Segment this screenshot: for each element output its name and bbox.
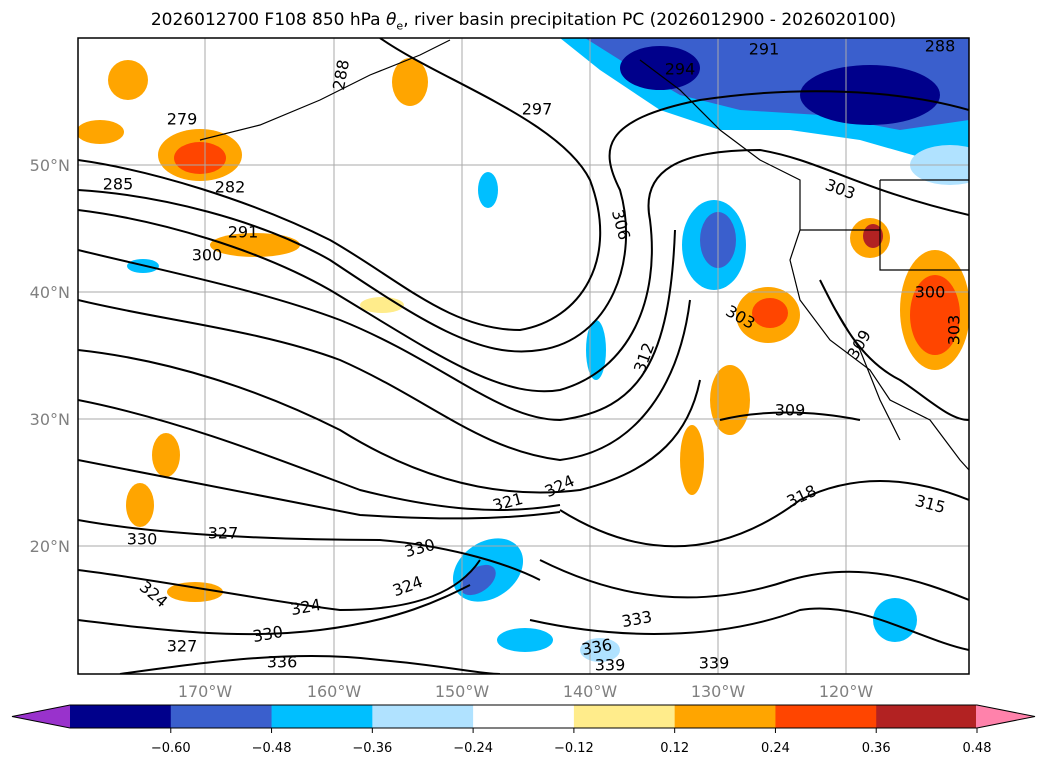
contour-label: 324 xyxy=(542,471,578,501)
contour-label: 330 xyxy=(251,622,284,646)
colorbar-segment xyxy=(170,705,273,728)
contour-label: 333 xyxy=(620,607,653,631)
shade-blue-145w xyxy=(586,320,606,380)
contour-label: 288 xyxy=(925,37,956,56)
colorbar-segment xyxy=(573,705,676,728)
contour-label: 291 xyxy=(749,40,780,59)
colorbar-tick-label: −0.24 xyxy=(453,741,493,756)
contour-label: 285 xyxy=(103,175,134,194)
shade-blue-sub2 xyxy=(497,628,553,652)
contour-label: 330 xyxy=(403,535,437,561)
shade-orange-w3 xyxy=(167,582,223,602)
colorbar-tick-label: 0.36 xyxy=(862,741,891,756)
x-tick-label: 120°W xyxy=(819,682,874,701)
shading xyxy=(78,38,969,662)
contours xyxy=(78,38,969,674)
contour-label: 282 xyxy=(215,178,246,197)
y-tick-label: 50°N xyxy=(30,156,70,175)
x-tick-label: 160°W xyxy=(307,682,362,701)
x-tick-labels: 170°W 160°W 150°W 140°W 130°W 120°W xyxy=(178,682,874,701)
shade-orange-160w xyxy=(392,58,428,106)
contour-label: 306 xyxy=(608,208,634,242)
contour-label: 288 xyxy=(329,58,353,91)
contour-label: 324 xyxy=(289,595,322,619)
y-tick-label: 30°N xyxy=(30,410,70,429)
colorbar-segment xyxy=(473,705,575,728)
shade-blue-se xyxy=(873,598,917,642)
colorbar-tick-label: −0.36 xyxy=(352,741,392,756)
contour-label: 300 xyxy=(915,283,946,302)
title-symbol: θ xyxy=(386,10,397,30)
colorbar-tick-label: −0.60 xyxy=(151,741,191,756)
contour-label: 303 xyxy=(945,315,964,346)
chart-title: 2026012700 F108 850 hPa θe, river basin … xyxy=(0,10,1047,32)
shade-red-125w xyxy=(752,298,788,328)
shade-darkblue-north2 xyxy=(800,65,940,125)
shade-orange-nw2 xyxy=(78,120,124,144)
contour-label: 297 xyxy=(522,100,553,119)
x-tick-label: 130°W xyxy=(691,682,746,701)
contour-label: 339 xyxy=(595,656,626,675)
y-tick-labels: 50°N 40°N 30°N 20°N xyxy=(30,156,70,556)
colorbar-segment xyxy=(775,705,877,728)
gridlines xyxy=(78,38,969,674)
shade-orange-133w xyxy=(680,425,704,495)
shade-darkblue-north1 xyxy=(620,46,700,90)
colorbar-outline xyxy=(11,704,1036,729)
contour-label: 309 xyxy=(775,401,806,420)
map-area: 279 282 285 288 291 291 288 294 297 300 … xyxy=(78,37,969,675)
contour-label: 279 xyxy=(167,110,198,129)
colorbar-extend-high xyxy=(976,705,1035,728)
contour-label: 330 xyxy=(127,530,158,549)
colorbar: −0.60 −0.48 −0.36 −0.24 −0.12 0.12 0.24 0.36 0.4… xyxy=(11,704,1036,756)
colorbar-segment xyxy=(876,705,978,728)
colorbar-tick-label: 0.48 xyxy=(963,741,992,756)
shade-orange-w1 xyxy=(152,433,180,477)
colorbar-tick-label: −0.48 xyxy=(252,741,292,756)
colorbar-segment xyxy=(271,705,373,728)
shade-red-sw xyxy=(910,275,960,355)
colorbar-tick-label: 0.24 xyxy=(761,741,790,756)
contour-label: 312 xyxy=(630,340,658,375)
x-tick-label: 150°W xyxy=(435,682,490,701)
contour-label: 324 xyxy=(390,572,425,600)
shade-red-nw3 xyxy=(174,142,226,174)
shade-orange-w2 xyxy=(126,483,154,527)
colorbar-tick-label: 0.12 xyxy=(660,741,689,756)
contour-label: 315 xyxy=(913,491,947,517)
shade-orange-nw1 xyxy=(108,60,148,100)
y-tick-label: 40°N xyxy=(30,283,70,302)
title-sub: e xyxy=(396,19,404,33)
contour-label: 321 xyxy=(491,489,525,515)
x-tick-label: 170°W xyxy=(178,682,233,701)
contour-label: 294 xyxy=(665,60,696,79)
shade-orange-291 xyxy=(210,233,300,257)
contour-label: 339 xyxy=(699,654,730,673)
map-frame xyxy=(77,37,970,675)
shade-blue-150w xyxy=(478,172,498,208)
contour-label: 327 xyxy=(208,524,239,543)
colorbar-segment xyxy=(372,705,474,728)
title-suffix: , river basin precipitation PC (20260129… xyxy=(403,10,897,30)
contour-label: 336 xyxy=(267,653,298,672)
colorbar-extend-low xyxy=(12,705,71,728)
contour-label: 318 xyxy=(784,481,820,511)
colorbar-segment xyxy=(70,705,172,728)
shade-orange-130w xyxy=(710,365,750,435)
colorbar-segment xyxy=(674,705,776,728)
x-tick-label: 140°W xyxy=(563,682,618,701)
contour-label: 300 xyxy=(192,246,223,265)
y-tick-label: 20°N xyxy=(30,537,70,556)
title-prefix: 2026012700 F108 850 hPa xyxy=(150,10,386,30)
contour-label: 291 xyxy=(228,223,259,242)
contour-label: 327 xyxy=(167,637,198,656)
colorbar-tick-label: −0.12 xyxy=(554,741,594,756)
